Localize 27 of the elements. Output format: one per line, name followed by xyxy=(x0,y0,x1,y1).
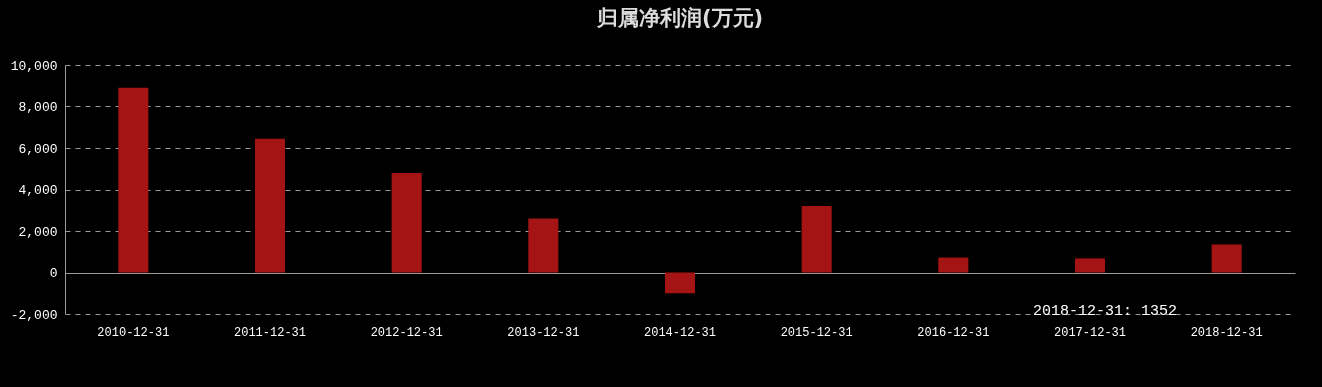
x-tick-label: 2016-12-31 xyxy=(917,325,990,340)
bar xyxy=(391,172,422,273)
x-tick-label: 2010-12-31 xyxy=(97,325,170,340)
chart-title: 归属净利润(万元) xyxy=(595,6,764,30)
bar xyxy=(254,138,286,273)
bar xyxy=(664,272,696,294)
x-tick-label: 2013-12-31 xyxy=(507,325,580,340)
annotation: 2018-12-31: 1352 xyxy=(1032,303,1178,320)
x-tick-label: 2018-12-31 xyxy=(1190,325,1263,340)
y-tick-label: 6,000 xyxy=(18,141,58,157)
x-tick-label: 2012-12-31 xyxy=(370,325,443,340)
bar xyxy=(938,257,969,273)
y-tick-label: 10,000 xyxy=(10,58,58,74)
bar xyxy=(1074,258,1106,273)
bar xyxy=(1211,244,1242,273)
y-tick-label: 8,000 xyxy=(18,100,58,115)
y-tick-label: 0 xyxy=(49,266,58,281)
x-tick-label: 2017-12-31 xyxy=(1053,325,1127,340)
bar xyxy=(528,218,559,273)
bar xyxy=(118,87,149,273)
x-tick-label: 2011-12-31 xyxy=(233,325,307,340)
x-tick-label: 2015-12-31 xyxy=(780,325,853,340)
x-tick-label: 2014-12-31 xyxy=(643,325,717,340)
y-tick-label: -2,000 xyxy=(10,307,58,323)
bar xyxy=(801,206,832,273)
y-tick-label: 4,000 xyxy=(18,183,58,198)
y-tick-label: 2,000 xyxy=(18,224,58,240)
